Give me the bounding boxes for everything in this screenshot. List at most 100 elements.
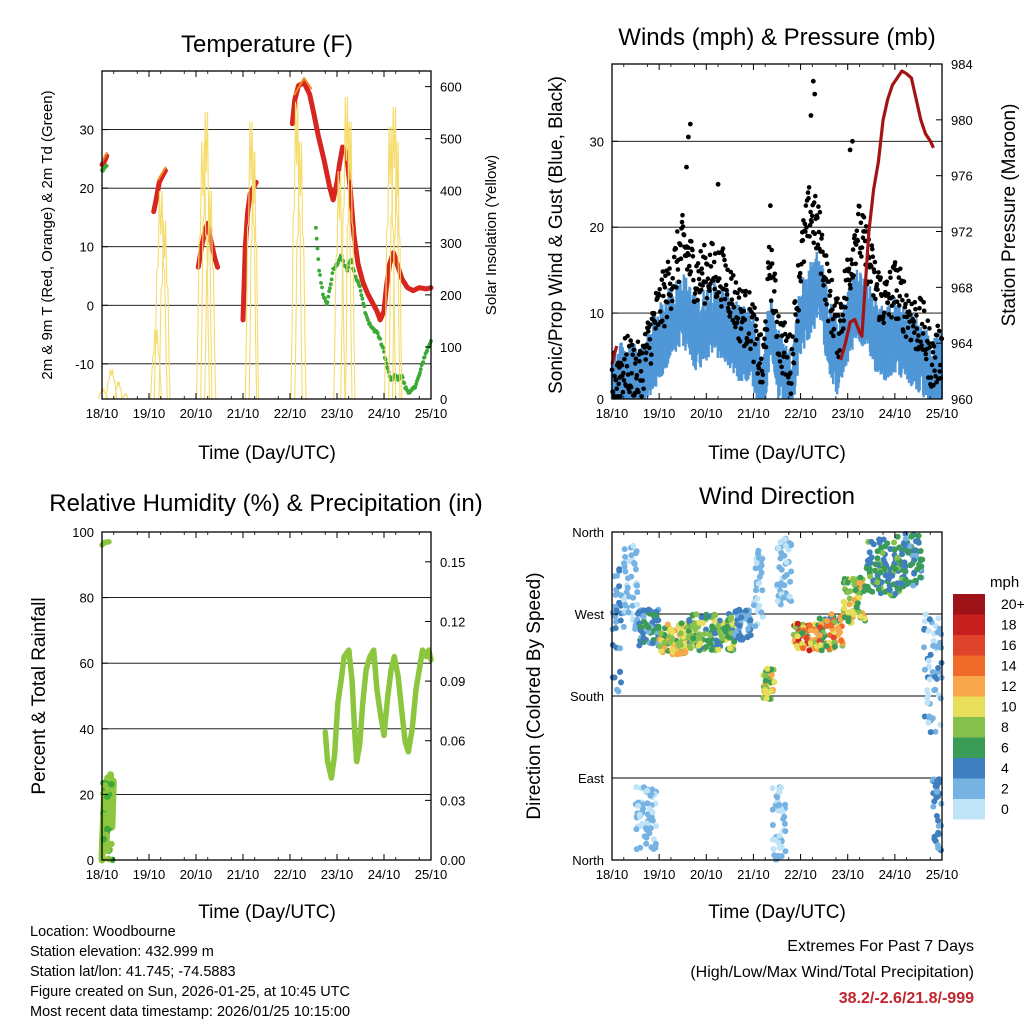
gust-point [931, 344, 937, 349]
solar-insolation-pulse [248, 151, 260, 400]
wind-direction-point [880, 536, 887, 543]
dewpoint-point [375, 331, 380, 336]
wind-direction-point [932, 728, 939, 735]
wind-direction-point [621, 601, 628, 608]
gust-point [651, 310, 657, 316]
gust-point [738, 326, 744, 332]
wind-direction-point [823, 622, 830, 629]
wind-direction-point [640, 801, 647, 808]
temp-ytick-label: -10 [75, 357, 94, 372]
wind-direction-point [697, 640, 704, 647]
legend-label: 2 [1001, 781, 1009, 797]
rh-early-point [104, 825, 111, 832]
wind-direction-point [702, 614, 709, 621]
gust-point [804, 225, 809, 230]
gust-point [751, 359, 756, 365]
gust-point [628, 338, 633, 343]
wind-direction-point [857, 574, 864, 581]
gust-point [850, 247, 856, 252]
solar-y2label: Solar Insolation (Yellow) [483, 155, 500, 315]
gust-point [622, 356, 627, 362]
gust-point [636, 389, 641, 395]
solar-insolation-pulse [344, 121, 356, 400]
gust-point [835, 313, 841, 318]
wind-direction-point [914, 566, 921, 573]
dewpoint-point [378, 336, 383, 341]
wind-direction-point [612, 591, 619, 598]
solar-insolation-pulse [290, 101, 303, 400]
wind-direction-point [910, 582, 917, 589]
wind-direction-point [707, 632, 714, 639]
wind-direction-point [922, 618, 928, 625]
gust-point [918, 339, 923, 345]
gust-point [846, 266, 852, 272]
rh-early-point [101, 782, 109, 789]
gust-point [624, 352, 629, 357]
wind-direction-point [653, 823, 659, 830]
gust-point [692, 291, 698, 296]
gust-point [927, 345, 933, 350]
wind-ytick-label: 20 [590, 220, 604, 235]
temp-ytick-label: 0 [87, 298, 94, 313]
wind-direction-point [724, 623, 731, 630]
gust-point [821, 283, 826, 288]
dewpoint-point [381, 345, 385, 350]
wind-direction-point [756, 573, 763, 580]
gust-point [874, 282, 880, 287]
wind-direction-point [778, 566, 785, 573]
gust-point [640, 378, 645, 383]
gust-point [628, 384, 634, 390]
gust-point [736, 295, 742, 300]
wind-direction-point [926, 676, 933, 683]
wind-direction-point [921, 713, 928, 720]
solar-insolation-pulse [391, 141, 403, 400]
wind-direction-point [776, 832, 783, 839]
wind-direction-point [617, 668, 624, 675]
gust-point [900, 297, 905, 303]
wind-direction-point [935, 823, 942, 829]
temp-xtick-label: 25/10 [415, 406, 448, 421]
wind-direction-point [875, 586, 882, 593]
winds-xlabel: Time (Day/UTC) [708, 443, 846, 464]
pressure-ytick-label: 980 [951, 113, 973, 128]
gust-point [932, 355, 938, 360]
gust-point [661, 293, 666, 299]
wind-direction-point [632, 626, 639, 632]
rh-ytick-label: 40 [80, 722, 94, 737]
wind-direction-point [934, 778, 941, 784]
gust-point [666, 271, 671, 276]
gust-point [696, 269, 701, 274]
wind-direction-point [793, 643, 800, 649]
gust-point [637, 359, 642, 364]
pressure-ytick-label: 968 [951, 280, 973, 295]
wind-direction-point [754, 550, 761, 557]
wind-direction-point [609, 642, 616, 648]
dewpoint-point [328, 282, 333, 286]
gust-point [878, 275, 883, 280]
gust-point [695, 261, 701, 266]
gust-point [854, 228, 860, 234]
wind-direction-point [806, 647, 813, 654]
wind-direction-point [835, 631, 842, 638]
precip-ytick-label: 0.12 [440, 614, 465, 629]
temp-9m-line [157, 166, 167, 181]
gust-point [872, 269, 877, 275]
wind-direction-point [769, 836, 776, 843]
gust-point [690, 247, 695, 253]
wind-direction-point [936, 625, 943, 632]
wind-direction-point [640, 630, 647, 637]
wind-xtick-label: 21/10 [737, 406, 770, 421]
dewpoint-point [366, 318, 370, 323]
gust-point [743, 292, 748, 298]
wind-direction-point [938, 644, 945, 651]
temperature-title: Temperature (F) [181, 31, 353, 58]
gust-peak-point [808, 113, 814, 118]
wind-direction-point [617, 617, 624, 624]
gust-point [614, 386, 619, 392]
precip-ytick-label: 0.09 [440, 674, 465, 689]
gust-point [742, 317, 748, 323]
wind-direction-panel: Wind Direction NorthEastSouthWestNorth18… [524, 483, 1024, 923]
legend-label: 10 [1001, 699, 1017, 715]
gust-point [707, 288, 712, 294]
gust-point [897, 303, 902, 308]
